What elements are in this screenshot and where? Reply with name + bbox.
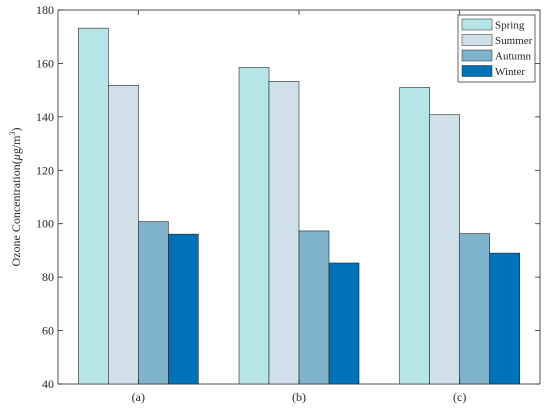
bar-summer	[108, 85, 139, 385]
bar-winter	[168, 233, 199, 385]
legend-label-spring: Spring	[495, 20, 525, 32]
y-tick-label: 40	[42, 377, 54, 391]
bar-spring	[399, 87, 430, 385]
y-tick-label: 140	[36, 110, 54, 124]
bar-autumn	[138, 221, 169, 385]
bar-spring	[238, 67, 270, 385]
y-tick-label: 60	[42, 324, 54, 338]
bar-autumn	[459, 233, 490, 385]
legend-label-autumn: Autumn	[495, 51, 532, 63]
legend-label-summer: Summer	[495, 35, 533, 47]
bar-winter	[489, 252, 520, 385]
legend-swatch-spring	[461, 18, 493, 31]
legend-swatch-winter	[461, 65, 493, 77]
y-tick-label: 160	[36, 56, 54, 70]
y-tick-label: 120	[36, 163, 54, 177]
y-tick-label: 100	[36, 217, 54, 231]
bar-winter	[328, 262, 360, 385]
bars-layer	[78, 27, 520, 385]
x-tick-label: (b)	[292, 390, 306, 404]
legend-swatch-autumn	[461, 49, 493, 62]
y-axis-title: Ozone Concentration(μg/m3)	[8, 128, 23, 267]
bar-summer	[429, 114, 460, 385]
x-tick-label: (c)	[453, 390, 466, 404]
legend-label-winter: Winter	[495, 66, 525, 78]
bar-spring	[78, 27, 109, 385]
legend-swatch-summer	[461, 34, 493, 46]
x-axis: (a) (b) (c)	[132, 10, 466, 404]
x-tick-label: (a)	[132, 390, 145, 404]
y-tick-label: 180	[36, 3, 54, 17]
bar-autumn	[298, 230, 330, 385]
legend: Spring Summer Autumn Winter	[457, 14, 536, 83]
bar-summer	[268, 81, 300, 385]
y-axis: 40 60 80 100 120 140 160 180	[36, 3, 540, 391]
y-tick-label: 80	[42, 270, 54, 284]
